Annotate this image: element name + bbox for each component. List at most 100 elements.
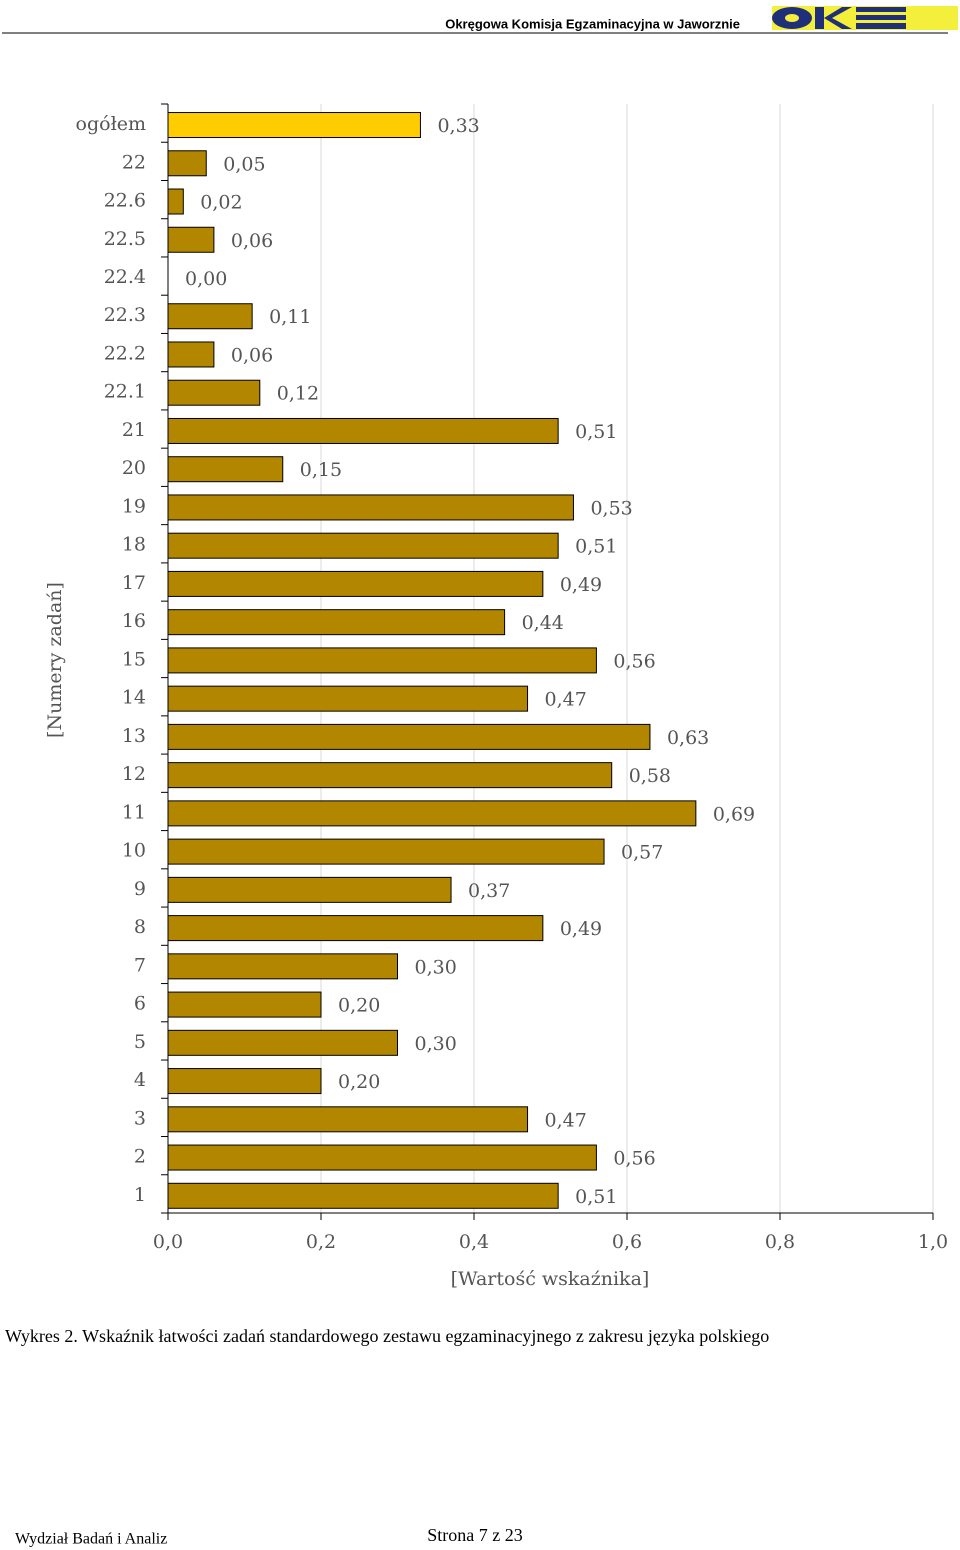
bar	[167, 150, 207, 177]
bar	[167, 379, 261, 406]
y-tick-label: 7	[134, 954, 146, 976]
value-label: 0,47	[545, 689, 587, 711]
y-tick-label: 22.2	[104, 342, 146, 364]
value-label: 0,06	[231, 344, 273, 366]
x-tick-label: 0,2	[306, 1231, 336, 1253]
bar	[167, 570, 544, 597]
value-label: 0,33	[437, 115, 479, 137]
bar	[167, 953, 398, 980]
y-tick-label: 6	[134, 993, 146, 1015]
y-tick-label: 1	[134, 1184, 146, 1206]
bar	[167, 1106, 529, 1133]
value-label: 0,63	[667, 727, 709, 749]
y-tick-label: 11	[122, 801, 146, 823]
value-label: 0,56	[613, 1148, 655, 1170]
y-tick-label: 22	[122, 151, 146, 173]
y-tick-label: 5	[134, 1031, 146, 1053]
y-tick-label: 22.6	[104, 190, 146, 212]
bar	[167, 838, 605, 865]
bar	[167, 188, 184, 215]
x-tick-label: 0,6	[612, 1231, 642, 1253]
value-label: 0,49	[560, 918, 602, 940]
x-tick-label: 0,8	[765, 1231, 795, 1253]
y-tick-label: 3	[134, 1107, 146, 1129]
bar	[167, 1144, 597, 1171]
y-tick-label: 22.3	[104, 304, 146, 326]
bar	[167, 417, 559, 444]
value-label: 0,56	[613, 650, 655, 672]
value-label: 0,12	[277, 383, 319, 405]
value-label: 0,20	[338, 1071, 380, 1093]
bar	[167, 226, 215, 253]
caption: Wykres 2. Wskaźnik łatwości zadań standa…	[5, 1326, 769, 1346]
value-label: 0,51	[575, 421, 617, 443]
bar	[167, 532, 559, 559]
value-label: 0,69	[713, 803, 755, 825]
value-label: 0,49	[560, 574, 602, 596]
y-tick-label: 9	[134, 878, 146, 900]
bar	[167, 1029, 398, 1056]
bar	[167, 800, 697, 827]
bar	[167, 876, 452, 903]
value-label: 0,51	[575, 536, 617, 558]
bar	[167, 991, 322, 1018]
value-label: 0,20	[338, 995, 380, 1017]
bar	[167, 647, 597, 674]
x-tick-label: 1,0	[918, 1231, 948, 1253]
logo	[772, 6, 958, 30]
value-label: 0,00	[185, 268, 227, 290]
x-tick-label: 0,4	[459, 1231, 489, 1253]
value-label: 0,30	[415, 956, 457, 978]
x-tick-label: 0,0	[153, 1231, 183, 1253]
bar	[167, 609, 506, 636]
x-axis-label: [Wartość wskaźnika]	[451, 1268, 650, 1290]
bar	[167, 456, 284, 483]
y-tick-label: 2	[134, 1146, 146, 1168]
value-label: 0,11	[269, 306, 311, 328]
y-tick-label: 19	[122, 495, 146, 517]
y-tick-label: 21	[122, 419, 146, 441]
value-label: 0,02	[200, 192, 242, 214]
y-tick-label: 16	[122, 610, 146, 632]
value-label: 0,30	[415, 1033, 457, 1055]
y-tick-label: 22.4	[104, 266, 146, 288]
y-tick-label: 20	[122, 457, 146, 479]
footer-left: Wydział Badań i Analiz	[15, 1531, 167, 1548]
y-axis-label: [Numery zadań]	[44, 582, 66, 738]
bar	[167, 762, 613, 789]
value-label: 0,51	[575, 1186, 617, 1208]
y-tick-label: 13	[122, 725, 146, 747]
bar	[167, 341, 215, 368]
y-tick-label: 18	[122, 534, 146, 556]
y-tick-label: 22.1	[104, 381, 146, 403]
y-tick-label: 4	[134, 1069, 146, 1091]
value-label: 0,58	[629, 765, 671, 787]
value-label: 0,57	[621, 842, 663, 864]
value-label: 0,47	[545, 1109, 587, 1131]
bar	[167, 723, 651, 750]
y-tick-label: 15	[122, 648, 146, 670]
y-tick-label: 8	[134, 916, 146, 938]
value-label: 0,15	[300, 459, 342, 481]
y-tick-label: 12	[122, 763, 146, 785]
value-label: 0,06	[231, 230, 273, 252]
y-tick-label: ogółem	[76, 113, 146, 135]
bar	[167, 1182, 559, 1209]
value-label: 0,44	[522, 612, 564, 634]
y-tick-label: 10	[122, 840, 146, 862]
value-label: 0,37	[468, 880, 510, 902]
bar	[167, 112, 421, 139]
bar	[167, 1068, 322, 1095]
bar	[167, 685, 529, 712]
bar	[167, 915, 544, 942]
y-tick-label: 22.5	[104, 228, 146, 250]
bar	[167, 494, 574, 521]
header-title: Okręgowa Komisja Egzaminacyjna w Jaworzn…	[445, 16, 740, 31]
value-label: 0,53	[590, 497, 632, 519]
footer-page: Strona 7 z 23	[427, 1525, 522, 1545]
bar	[167, 303, 253, 330]
y-tick-label: 17	[122, 572, 146, 594]
value-label: 0,05	[223, 153, 265, 175]
y-tick-label: 14	[122, 687, 146, 709]
